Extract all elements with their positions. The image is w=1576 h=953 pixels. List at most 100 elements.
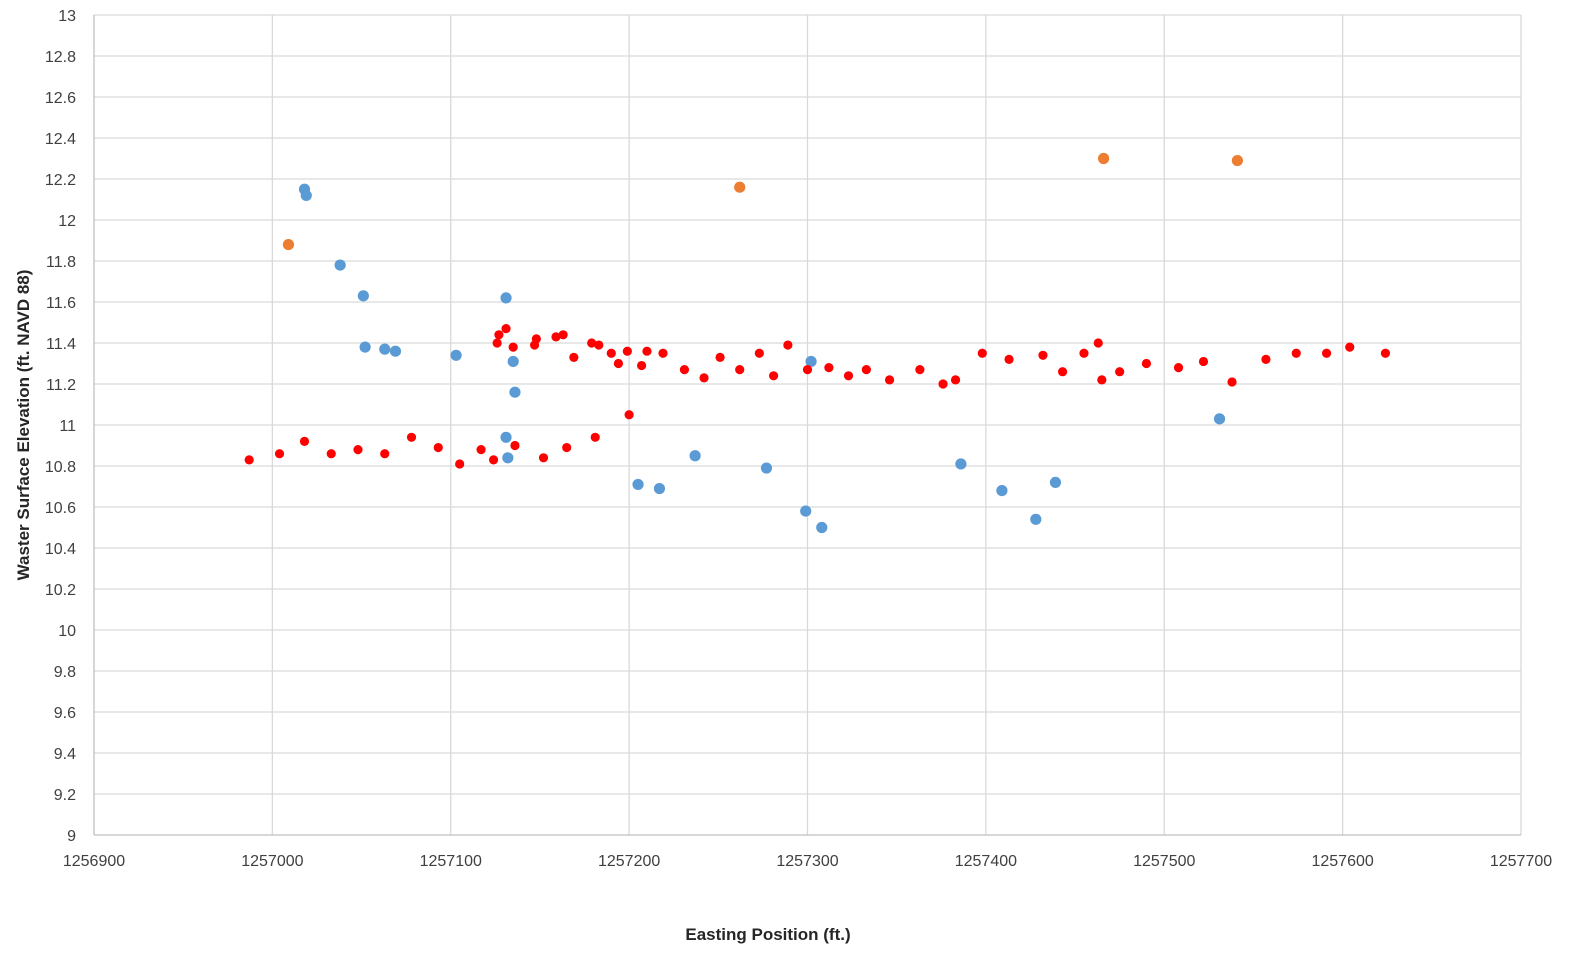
y-tick-label: 10.8 <box>45 459 76 476</box>
data-point-series-3 <box>613 358 624 369</box>
y-tick-label: 12.2 <box>45 172 76 189</box>
x-tick-label: 1257200 <box>598 853 660 870</box>
x-tick-label: 1257300 <box>776 853 838 870</box>
data-point-series-3 <box>569 352 579 362</box>
data-point-series-3 <box>380 449 390 459</box>
x-tick-label: 1257600 <box>1311 853 1373 870</box>
data-point-series-1 <box>334 259 346 271</box>
data-point-series-3 <box>494 330 504 340</box>
axes <box>93 15 1521 836</box>
data-point-series-3 <box>406 432 417 442</box>
data-point-series-3 <box>1345 342 1355 352</box>
data-point-series-3 <box>508 342 518 352</box>
data-point-series-3 <box>244 455 254 465</box>
data-point-series-1 <box>1030 513 1042 525</box>
data-point-series-1 <box>653 482 666 495</box>
data-point-series-3 <box>1079 348 1089 358</box>
data-point-series-3 <box>637 360 647 371</box>
data-point-series-1 <box>632 478 644 491</box>
y-axis-title: Waster Surface Elevation (ft. NAVD 88) <box>14 270 33 581</box>
data-point-series-3 <box>977 348 987 358</box>
x-tick-label: 1257500 <box>1133 853 1195 870</box>
data-point-series-1 <box>502 452 514 464</box>
data-point-series-3 <box>326 449 336 459</box>
data-point-series-3 <box>861 365 871 375</box>
data-point-series-3 <box>824 363 834 373</box>
data-point-series-3 <box>1097 375 1107 385</box>
data-point-series-3 <box>1380 348 1391 358</box>
y-tick-label: 9 <box>67 828 76 845</box>
y-tick-label: 9.2 <box>54 787 76 804</box>
data-point-series-2 <box>282 239 295 251</box>
y-tick-label: 11.8 <box>46 254 76 271</box>
data-point-series-1 <box>1213 413 1226 425</box>
data-point-series-3 <box>715 352 725 362</box>
data-point-series-3 <box>783 340 793 350</box>
data-point-series-3 <box>1198 356 1209 367</box>
data-point-series-3 <box>594 340 604 350</box>
data-point-series-3 <box>433 442 443 453</box>
data-point-series-3 <box>353 445 363 455</box>
y-tick-label: 13 <box>58 8 76 25</box>
data-point-series-3 <box>587 338 597 348</box>
data-point-series-1 <box>805 355 817 368</box>
data-point-series-3 <box>622 346 632 356</box>
y-tick-label: 11.6 <box>46 295 76 312</box>
data-point-series-3 <box>1261 354 1271 364</box>
data-point-series-3 <box>642 346 652 356</box>
data-point-series-3 <box>562 442 572 453</box>
y-tick-label: 10 <box>58 623 76 640</box>
x-tick-labels: 1256900 1257000 1257100 1257200 1257300 12574… <box>63 853 1552 870</box>
data-point-series-1 <box>500 292 512 304</box>
data-point-series-3 <box>1227 377 1237 387</box>
data-point-series-3 <box>843 371 854 381</box>
data-point-series-3 <box>590 432 600 442</box>
data-point-series-2 <box>1231 154 1243 167</box>
y-tick-labels: 9 9.2 9.4 9.6 9.8 10 10.2 10.4 10.6 10.8 11 11.2 11.… <box>45 8 76 845</box>
data-point-series-3 <box>558 330 568 340</box>
data-point-series-1 <box>689 450 701 462</box>
y-tick-label: 11.2 <box>46 377 76 394</box>
data-point-series-3 <box>606 348 616 358</box>
x-tick-label: 1257100 <box>420 853 482 870</box>
data-point-series-1 <box>379 343 391 355</box>
data-point-series-3 <box>735 365 745 375</box>
data-point-series-3 <box>488 455 499 465</box>
data-point-series-3 <box>1115 367 1125 377</box>
data-point-series-3 <box>679 365 690 375</box>
data-point-series-3 <box>938 379 948 389</box>
data-point-series-3 <box>531 334 541 344</box>
data-point-series-1 <box>509 386 521 398</box>
data-point-series-1 <box>359 341 371 353</box>
y-tick-label: 10.4 <box>45 541 76 558</box>
data-point-series-2 <box>1098 152 1110 165</box>
data-point-series-3 <box>802 365 813 375</box>
data-point-series-3 <box>658 348 668 358</box>
y-tick-label: 9.4 <box>54 746 76 763</box>
x-tick-label: 1257000 <box>241 853 303 870</box>
data-point-series-3 <box>884 375 895 385</box>
data-point-series-3 <box>915 365 925 375</box>
data-point-series-3 <box>492 338 502 348</box>
data-point-series-3 <box>950 375 961 385</box>
data-point-series-3 <box>754 348 764 358</box>
data-point-series-3 <box>624 410 634 420</box>
data-point-series-3 <box>1004 354 1014 364</box>
data-point-series-1 <box>507 355 519 368</box>
data-point-series-1 <box>816 521 828 534</box>
data-point-series-3 <box>538 453 549 463</box>
data-point-series-1 <box>760 462 773 474</box>
x-tick-label: 1257700 <box>1490 853 1552 870</box>
y-tick-label: 12.6 <box>45 90 76 107</box>
data-point-series-1 <box>500 431 512 443</box>
data-point-series-3 <box>1291 348 1301 358</box>
data-point-series-3 <box>1141 358 1152 369</box>
data-point-series-3 <box>455 459 465 469</box>
x-tick-label: 1257400 <box>955 853 1017 870</box>
data-point-series-3 <box>551 332 561 342</box>
data-points <box>244 152 1391 534</box>
y-tick-label: 12.4 <box>45 131 76 148</box>
y-tick-label: 11 <box>59 418 76 435</box>
data-point-series-3 <box>699 373 709 383</box>
